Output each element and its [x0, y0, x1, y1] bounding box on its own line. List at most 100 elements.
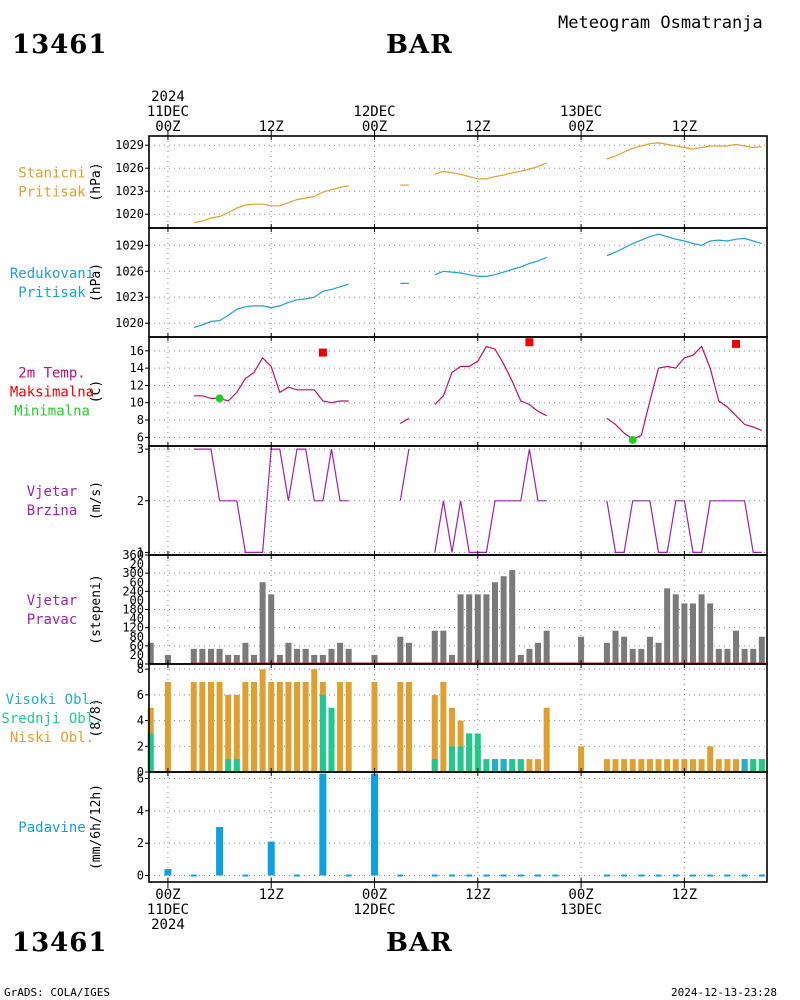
top-time-label: 00Z	[155, 119, 180, 135]
bar	[233, 694, 240, 772]
bottom-time-label: 13DEC	[560, 902, 602, 918]
panel-precipitation: 0 2 4 6 (mm/6h/12h) Padavine	[18, 771, 768, 883]
series-line	[193, 185, 349, 224]
bar	[741, 648, 748, 664]
top-time-label: 12Z	[259, 119, 284, 135]
bar	[543, 707, 550, 772]
ytick-label: 2	[137, 836, 144, 850]
top-time-label: 12DEC	[353, 104, 395, 120]
bar	[672, 759, 679, 772]
zero-precip-mark	[707, 874, 714, 877]
bar	[526, 759, 533, 772]
bar	[199, 682, 206, 772]
ytick-label: 80	[130, 630, 144, 644]
footer-credit: GrADS: COLA/IGES	[4, 986, 110, 999]
zero-precip-mark	[672, 874, 679, 877]
top-time-label: 00Z	[568, 119, 593, 135]
zero-precip-mark	[741, 874, 748, 877]
bar	[242, 642, 249, 664]
top-time-label: 11DEC	[147, 104, 189, 120]
zero-precip-mark	[483, 874, 490, 877]
bar	[207, 682, 214, 772]
bar	[492, 582, 499, 664]
zero-precip-mark	[758, 874, 765, 877]
bar	[267, 841, 275, 876]
bar	[440, 682, 447, 772]
panel-wind_direction: 060120180240300360208040006020(stepeni)V…	[27, 548, 768, 671]
ytick-label: 6	[137, 430, 144, 444]
series-line	[434, 162, 547, 180]
zero-precip-mark	[517, 874, 524, 877]
panel-label: Maksimalna	[10, 385, 94, 401]
ytick-label: 1020	[115, 316, 144, 330]
ytick-label: 60	[130, 639, 144, 653]
bar	[216, 682, 223, 772]
bar	[500, 759, 507, 772]
ytick-label: 300	[122, 566, 144, 580]
unit-label: (m/s)	[89, 481, 104, 520]
ytick-label: 6	[137, 771, 144, 785]
zero-precip-mark	[345, 874, 352, 877]
zero-precip-mark	[431, 874, 438, 877]
bar	[285, 642, 292, 664]
ytick-label: 8	[137, 413, 144, 427]
bar	[225, 694, 232, 772]
bar	[672, 594, 679, 664]
bar	[276, 682, 283, 772]
bottom-time-label: 12Z	[672, 887, 697, 903]
bar	[319, 694, 326, 772]
bar	[638, 648, 645, 664]
bar	[646, 759, 653, 772]
bar	[621, 759, 628, 772]
panel-label: Vjetar	[27, 593, 78, 609]
bar	[251, 682, 258, 772]
bar	[681, 603, 688, 664]
bar	[629, 648, 636, 664]
panel-clouds: 0 2 4 6 8 (8/8)Visoki Obl. Srednji Obl. Niski O…	[1, 662, 768, 779]
panel-label: Srednji Obl.	[1, 711, 102, 727]
ytick-label: 2	[137, 494, 144, 508]
bar	[190, 648, 197, 664]
bar	[164, 869, 172, 876]
top-time-label: 2024	[151, 89, 185, 105]
top-time-label: 00Z	[362, 119, 387, 135]
bar	[578, 746, 585, 772]
unit-label: (8/8)	[89, 698, 104, 737]
ytick-label: 1029	[115, 238, 144, 252]
bar	[199, 648, 206, 664]
bar	[302, 682, 309, 772]
bar	[543, 630, 550, 664]
bar	[517, 759, 524, 772]
bar	[724, 648, 731, 664]
series-line	[434, 256, 547, 277]
ytick-label: 1026	[115, 264, 144, 278]
zero-precip-mark	[242, 874, 249, 877]
bar	[707, 746, 714, 772]
top-time-label: 13DEC	[560, 104, 602, 120]
bottom-time-label: 00Z	[568, 887, 593, 903]
panel-temperature: 6 8 10 12 14 16 (C) 2m Temp. Maksimalna Minimalna	[10, 336, 768, 447]
tmax-marker	[525, 338, 534, 347]
ytick-label: 240	[122, 584, 144, 598]
bar	[517, 654, 524, 664]
bar	[371, 682, 378, 772]
bar	[466, 594, 473, 664]
ytick-label: 10	[130, 396, 144, 410]
footer-timestamp: 2024-12-13-23:28	[671, 986, 777, 999]
zero-precip-mark	[638, 874, 645, 877]
ytick-label: 00	[130, 593, 144, 607]
bar	[457, 746, 464, 772]
bar	[509, 759, 516, 772]
bar	[311, 669, 318, 772]
panel-label: Stanicni	[18, 166, 85, 182]
panel-label: Visoki Obl.	[6, 692, 99, 708]
bar	[319, 773, 327, 876]
bar	[216, 648, 223, 664]
ytick-label: 4	[137, 804, 144, 818]
panel-label: Pravac	[27, 612, 78, 628]
bar	[733, 759, 740, 772]
bar	[474, 733, 481, 772]
bar	[733, 630, 740, 664]
bar	[715, 648, 722, 664]
bar	[233, 759, 240, 772]
